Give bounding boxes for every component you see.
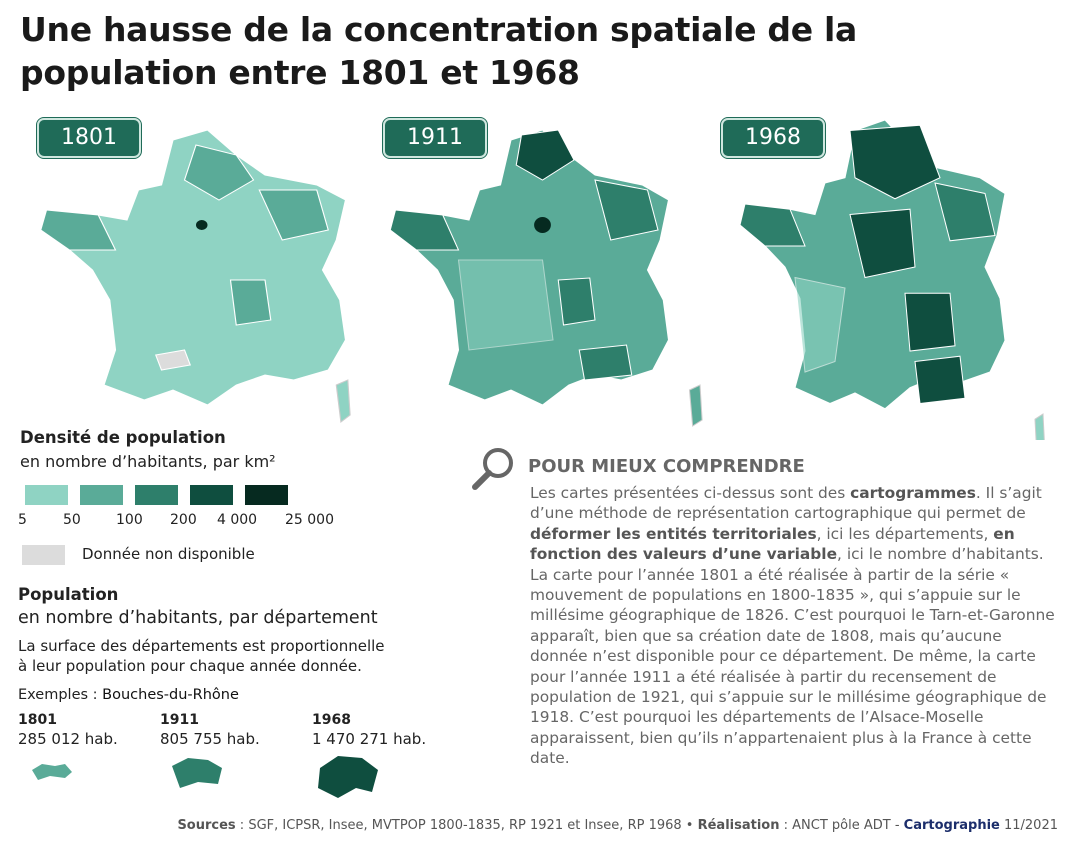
magnifier-icon (472, 448, 513, 490)
legend-tick: 4 000 (217, 512, 258, 528)
year-badge: 1911 (382, 117, 488, 159)
map-1911 (389, 129, 703, 427)
missing-swatch (22, 545, 65, 565)
explanation-heading: POUR MIEUX COMPRENDRE (528, 456, 805, 477)
footer-run: Cartographie (903, 818, 1000, 833)
footer-run: : SGF, ICPSR, Insee, MVTPOP 1800-1835, R… (235, 818, 698, 833)
swatch (245, 485, 288, 505)
example-value: 285 012 hab. (18, 730, 118, 748)
explanation-text: Les cartes présentées ci-dessus sont des… (530, 483, 1060, 769)
examples-label: Exemples : (18, 687, 98, 703)
legend-title: Densité de population (20, 428, 226, 447)
map-1968 (739, 119, 1045, 440)
footer: Sources : SGF, ICPSR, Insee, MVTPOP 1800… (177, 818, 1058, 833)
text-run: , ici le nombre d’habitants. La carte po… (530, 545, 1055, 768)
example-year: 1968 (312, 712, 351, 728)
map-1801 (40, 129, 351, 424)
text-run: , ici les départements, (816, 524, 994, 543)
examples-heading: Exemples : Bouches-du-Rhône (18, 687, 239, 703)
text-run: Les cartes présentées ci-dessus sont des (530, 484, 851, 502)
legend-tick: 50 (63, 512, 81, 528)
legend-tick: 5 (18, 512, 27, 528)
footer-run: Réalisation (697, 818, 780, 833)
text-run: en fonction des valeurs d’une variable (530, 524, 1015, 564)
swatch (135, 485, 178, 505)
example-value: 1 470 271 hab. (312, 730, 427, 748)
examples-place: Bouches-du-Rhône (102, 687, 239, 703)
footer-run: 11/2021 (999, 818, 1058, 833)
legend-subtitle: en nombre d’habitants, par km² (20, 452, 276, 471)
footer-run: Sources (177, 818, 236, 833)
text-run: . Il s’agit d’une méthode de représentat… (530, 484, 1042, 523)
description-line: La surface des départements est proporti… (18, 637, 385, 655)
description-line: à leur population pour chaque année donn… (18, 657, 362, 675)
swatch (80, 485, 123, 505)
legend-tick: 100 (116, 512, 143, 528)
legend-subtitle: en nombre d’habitants, par département (18, 608, 378, 628)
text-run: cartogrammes (850, 484, 976, 502)
description: La surface des départements est proporti… (18, 636, 385, 676)
swatch (25, 485, 68, 505)
legend-title: Population (18, 585, 119, 604)
year-badge: 1968 (720, 117, 826, 159)
example-shapes (32, 756, 378, 798)
example-year: 1801 (18, 712, 57, 728)
year-badge: 1801 (36, 117, 142, 159)
example-year: 1911 (160, 712, 199, 728)
swatch (190, 485, 233, 505)
missing-label: Donnée non disponible (82, 545, 255, 563)
maps (40, 119, 1045, 440)
legend-tick: 25 000 (285, 512, 334, 528)
text-run: déformer les entités territoriales (530, 524, 817, 543)
footer-run: : ANCT pôle ADT - (779, 818, 904, 833)
example-value: 805 755 hab. (160, 730, 260, 748)
title: Une hausse de la concentration spatiale … (20, 10, 857, 92)
legend-tick: 200 (170, 512, 197, 528)
